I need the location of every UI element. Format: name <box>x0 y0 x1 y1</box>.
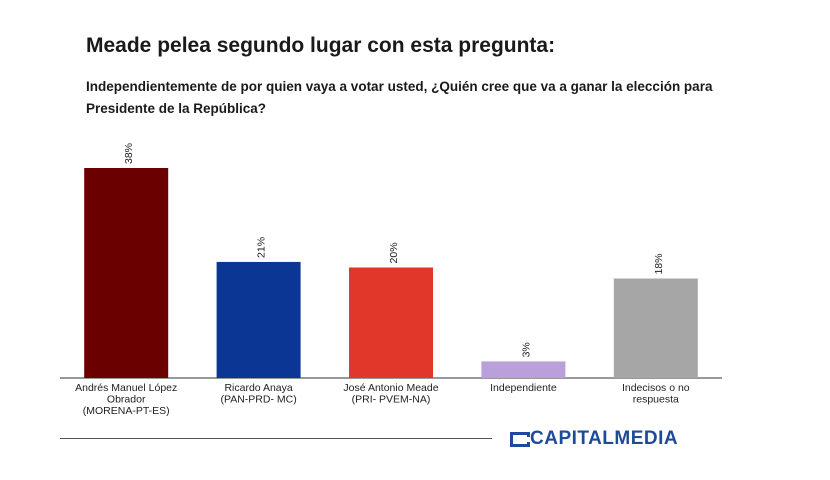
bar-1 <box>216 261 301 378</box>
footer-divider <box>60 438 492 439</box>
chart-subtitle: Independientemente de por quien vaya a v… <box>86 79 713 116</box>
bar-4 <box>613 278 698 378</box>
value-label-2: 20% <box>388 242 400 263</box>
value-label-0: 38% <box>123 143 135 164</box>
bar-3 <box>481 361 566 378</box>
value-label-4: 18% <box>653 254 665 275</box>
category-label-4: Indecisos o no respuesta <box>622 382 690 406</box>
bar-0 <box>84 168 169 378</box>
value-label-3: 3% <box>520 342 532 357</box>
brand-logo: CAPITALMEDIA <box>510 428 678 450</box>
brand-name: CAPITALMEDIA <box>530 428 679 449</box>
chart-title: Meade pelea segundo lugar con esta pregu… <box>86 34 556 57</box>
category-label-2: José Antonio Meade (PRI- PVEM-NA) <box>343 382 438 406</box>
capitalmedia-logo-icon <box>510 431 530 447</box>
value-label-1: 21% <box>256 237 268 258</box>
category-label-1: Ricardo Anaya (PAN-PRD- MC) <box>220 382 296 406</box>
bar-2 <box>349 267 433 378</box>
category-label-0: Andrés Manuel López Obrador (MORENA-PT-ES) <box>75 382 177 417</box>
category-label-3: Independiente <box>490 382 557 394</box>
